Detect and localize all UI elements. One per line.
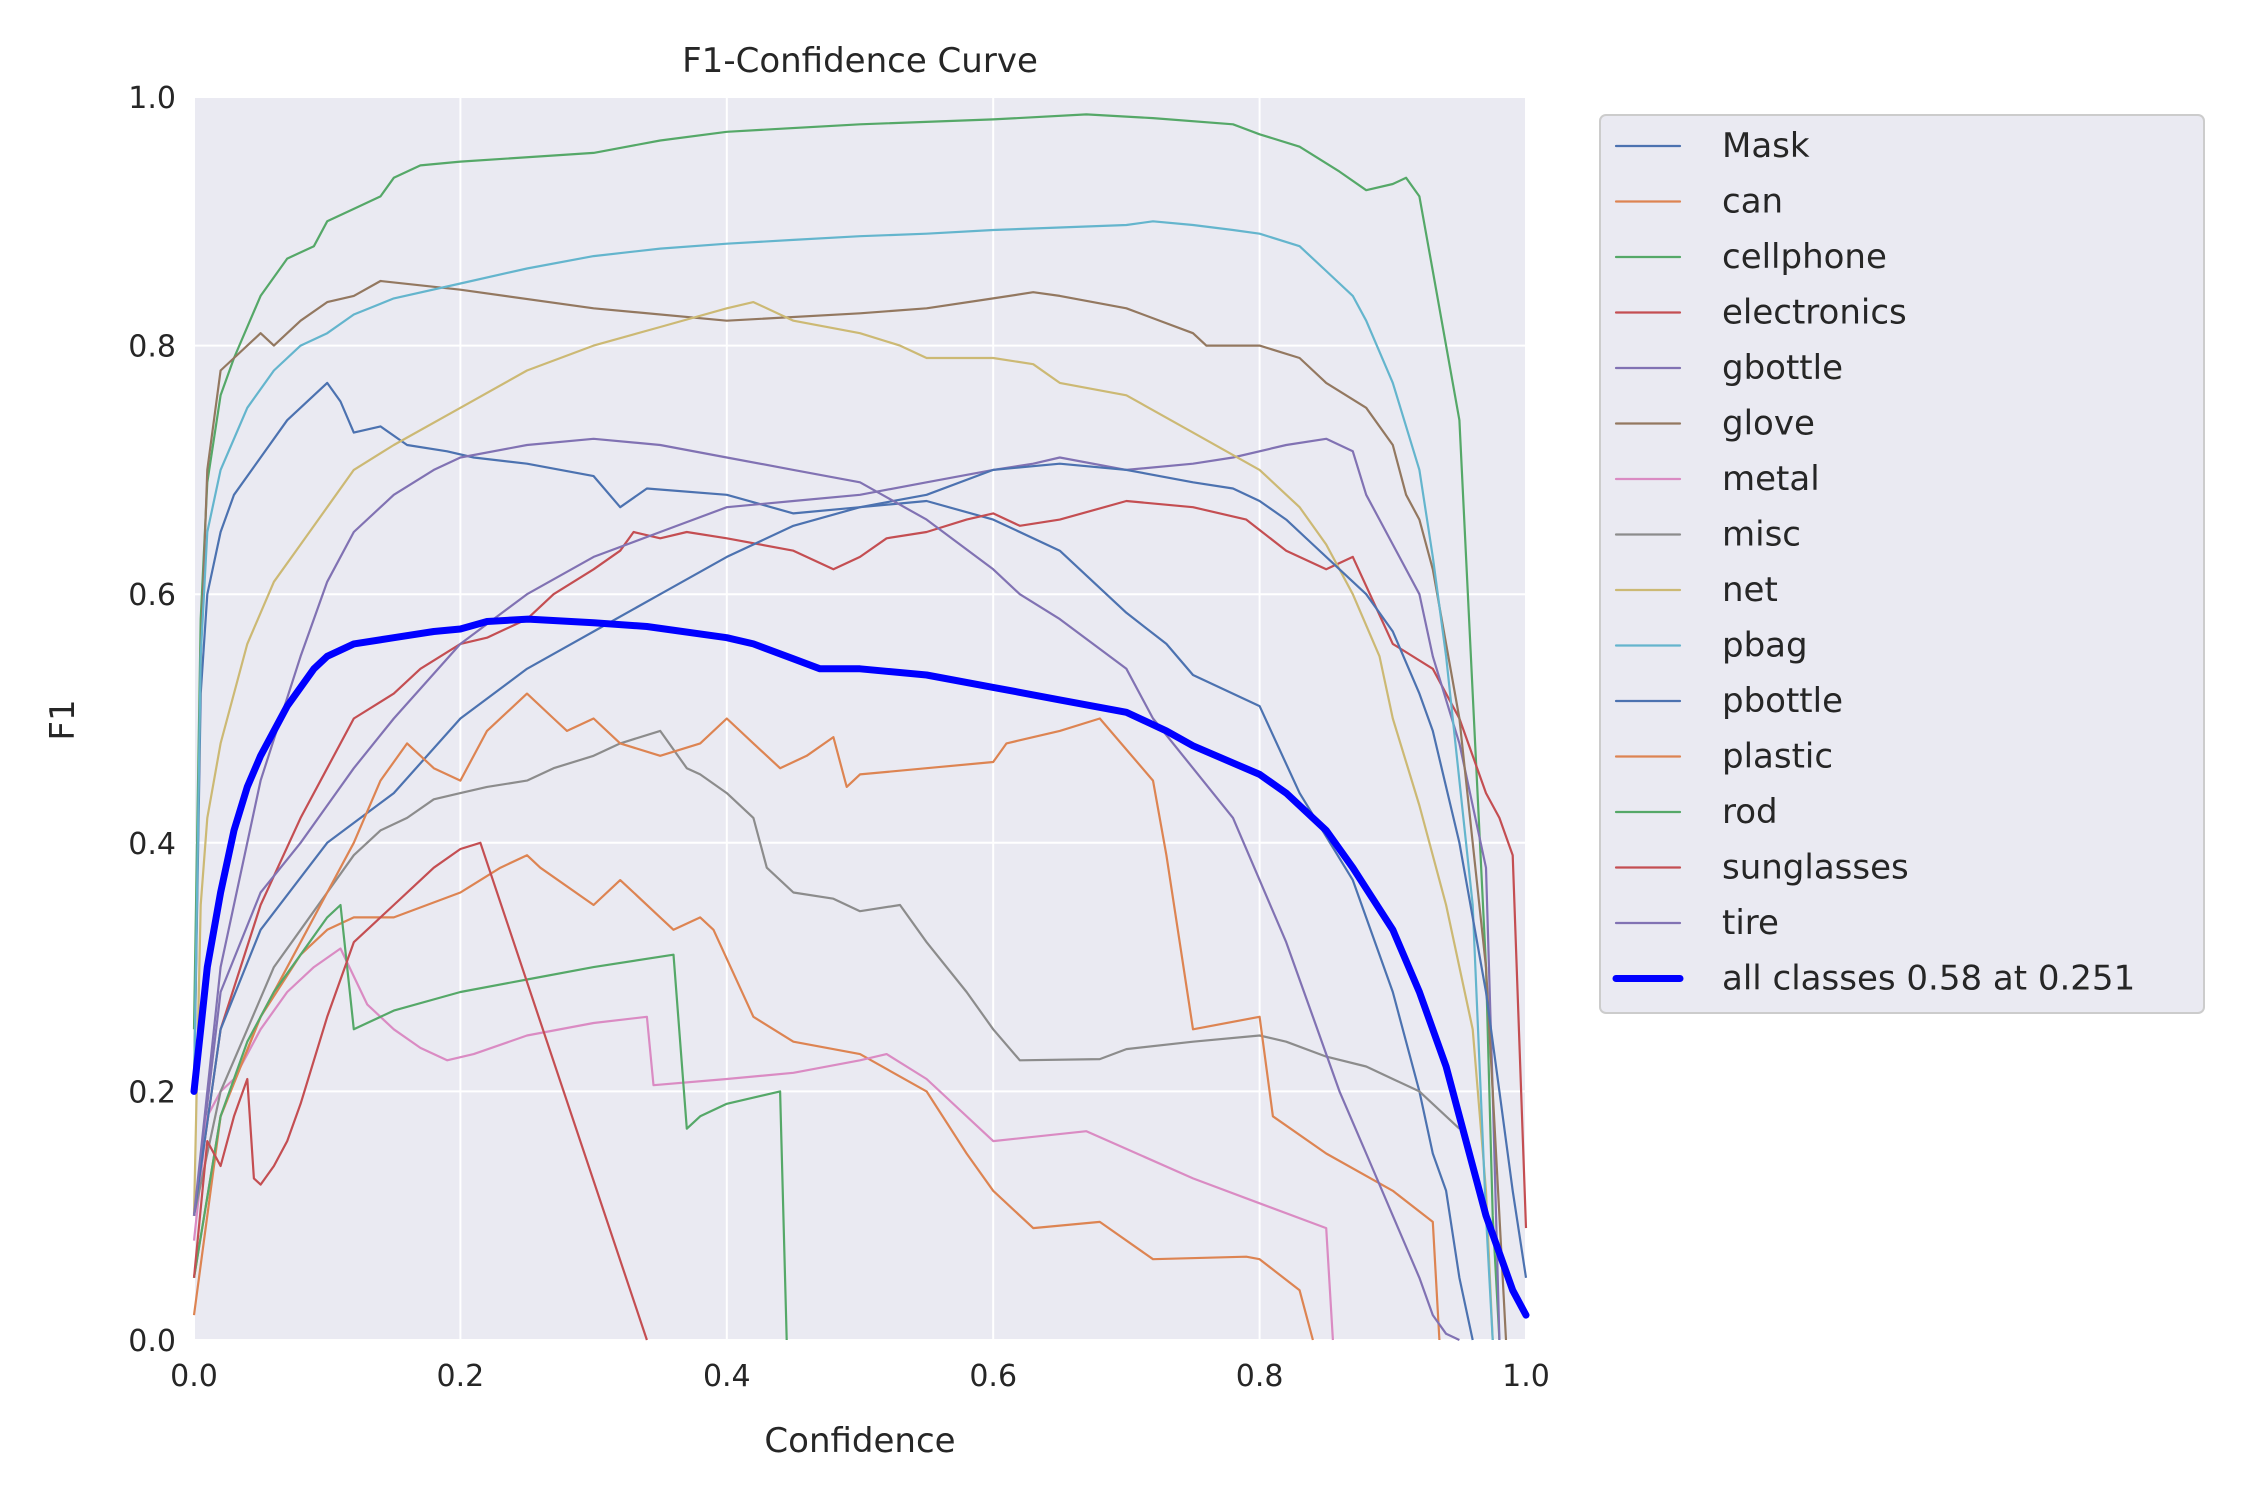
y-tick-label: 0.0 bbox=[128, 1324, 176, 1359]
legend: Mask can cellphone electronics gbottle glove m… bbox=[1599, 114, 2205, 1014]
series-line-net bbox=[192, 301, 1494, 1341]
y-tick-label: 1.0 bbox=[128, 81, 176, 116]
legend-label: pbottle bbox=[1722, 681, 1843, 721]
legend-label: glove bbox=[1722, 404, 1815, 444]
legend-label: Mask bbox=[1722, 126, 1810, 166]
series-line-plastic bbox=[192, 692, 1441, 1341]
legend-label: gbottle bbox=[1722, 348, 1843, 388]
legend-label: plastic bbox=[1722, 737, 1833, 777]
series-line-glove bbox=[192, 279, 1508, 1341]
series-line-misc bbox=[192, 729, 1461, 1216]
legend-frame bbox=[1599, 114, 2205, 1014]
legend-label: rod bbox=[1722, 792, 1778, 832]
series-line-pbottle bbox=[192, 462, 1528, 1278]
x-tick-label: 0.0 bbox=[170, 1359, 218, 1394]
series-line-gbottle bbox=[192, 437, 1501, 1341]
legend-label: metal bbox=[1722, 459, 1820, 499]
series-layer bbox=[190, 113, 1530, 1341]
series-line-can bbox=[192, 854, 1314, 1341]
series-line-metal bbox=[192, 947, 1334, 1341]
legend-label: cellphone bbox=[1722, 237, 1887, 277]
y-tick-label: 0.2 bbox=[128, 1075, 176, 1110]
series-line-rod bbox=[192, 903, 788, 1341]
tick-labels: 0.0 0.2 0.4 0.6 0.8 1.0 0.0 0.2 0.4 0.6 0.8 1.0 bbox=[128, 81, 1550, 1394]
legend-label: all classes 0.58 at 0.251 bbox=[1722, 959, 2135, 999]
x-tick-label: 0.8 bbox=[1236, 1359, 1284, 1394]
x-tick-label: 1.0 bbox=[1502, 1359, 1550, 1394]
series-line-pbag bbox=[192, 220, 1494, 1341]
y-axis-label: F1 bbox=[43, 699, 83, 740]
x-tick-label: 0.4 bbox=[703, 1359, 751, 1394]
plot-area bbox=[194, 97, 1526, 1340]
legend-label: tire bbox=[1722, 903, 1779, 943]
series-line-electronics bbox=[192, 499, 1528, 1229]
series-line-tire bbox=[192, 437, 1460, 1341]
y-tick-label: 0.6 bbox=[128, 578, 176, 613]
series-line-cellphone bbox=[192, 113, 1501, 1341]
x-tick-label: 0.6 bbox=[969, 1359, 1017, 1394]
chart-title: F1-Confidence Curve bbox=[682, 41, 1038, 81]
series-line-sunglasses bbox=[192, 841, 648, 1341]
x-axis-label: Confidence bbox=[764, 1421, 955, 1461]
series-line-mask bbox=[192, 381, 1474, 1341]
y-tick-label: 0.4 bbox=[128, 827, 176, 862]
y-tick-label: 0.8 bbox=[128, 330, 176, 365]
legend-label: electronics bbox=[1722, 293, 1907, 333]
x-tick-label: 0.2 bbox=[437, 1359, 485, 1394]
series-line-all-classes bbox=[190, 615, 1530, 1319]
legend-label: can bbox=[1722, 182, 1783, 222]
legend-label: sunglasses bbox=[1722, 848, 1909, 888]
legend-label: misc bbox=[1722, 515, 1801, 555]
legend-label: net bbox=[1722, 570, 1778, 610]
legend-label: pbag bbox=[1722, 626, 1808, 666]
